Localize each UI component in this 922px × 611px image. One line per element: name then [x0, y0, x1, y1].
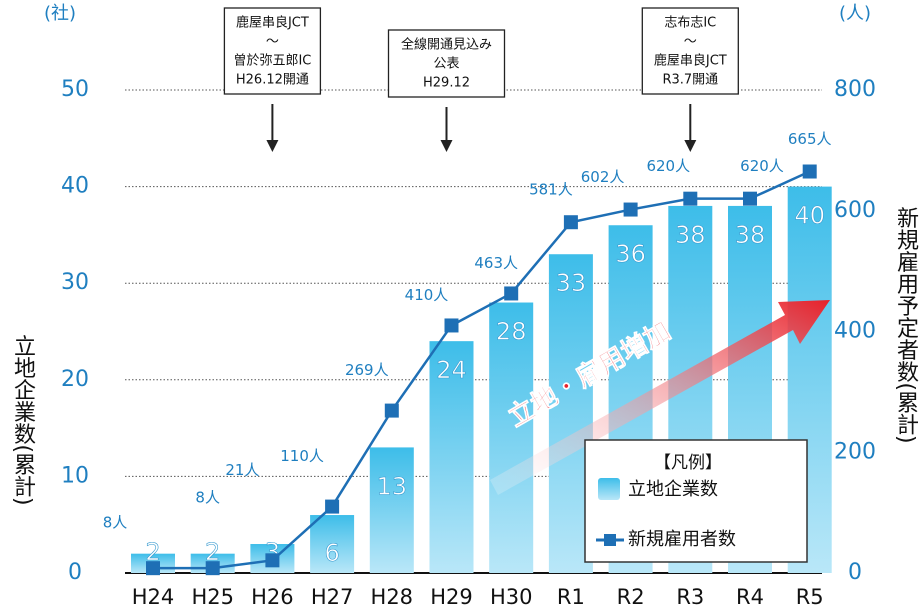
annotation-text: 曽於弥五郎IC: [233, 53, 311, 69]
annotation-arrowhead: [266, 140, 279, 152]
y-tick-label: 40: [61, 174, 89, 199]
bar-label: 2: [145, 538, 160, 566]
y2-tick-label: 0: [848, 560, 862, 585]
y2-axis-label: 新規雇用予定者数(累計): [893, 206, 919, 443]
line-value-label: 410人: [405, 286, 449, 304]
y-axis-label: 立地企業数(累計): [10, 334, 36, 505]
annotation-box: [641, 7, 739, 95]
legend-marker-swatch: [604, 534, 616, 546]
line-value-label: 8人: [103, 514, 128, 532]
annotation-text: ～: [684, 35, 697, 50]
x-tick-label: H25: [191, 585, 234, 609]
annotation-text: 公表: [433, 57, 459, 72]
y-tick-label: 10: [61, 463, 89, 488]
line-marker: [683, 191, 698, 206]
line-marker: [146, 561, 160, 576]
bar: [369, 447, 414, 573]
line-value-label: 21人: [225, 461, 259, 479]
annotation-text: 志布志IC: [664, 16, 716, 31]
line-value-label: 665人: [788, 130, 832, 148]
annotation-text: R3.7開通: [662, 73, 718, 88]
x-tick-label: R4: [736, 585, 764, 609]
x-tick-label: R2: [617, 585, 645, 609]
line-marker: [563, 215, 578, 230]
x-tick-label: H28: [371, 585, 414, 609]
y2-tick-label: 200: [834, 439, 876, 464]
trend-arrow: [490, 300, 830, 495]
annotation-text: H29.12: [423, 76, 470, 91]
annotation-arrowhead: [684, 140, 697, 152]
line-marker: [325, 499, 340, 514]
bar: [310, 515, 355, 573]
annotation-text: H26.12開通: [236, 73, 309, 88]
line-marker: [743, 191, 757, 206]
bar-label: 33: [556, 269, 587, 297]
bar-label: 13: [377, 472, 408, 500]
line-value-label: 463人: [474, 254, 518, 272]
x-tick-label: R1: [557, 585, 585, 609]
line-value-label: 620人: [646, 157, 690, 175]
bar-label: 2: [205, 538, 220, 566]
line-marker: [384, 403, 399, 418]
x-tick-label: R5: [796, 585, 824, 609]
x-tick-label: R3: [676, 585, 704, 609]
bar-label: 36: [615, 240, 646, 268]
line-value-label: 620人: [740, 157, 784, 175]
legend-title: 【凡例】: [654, 453, 722, 473]
bar-label: 38: [675, 221, 706, 249]
y-tick-label: 20: [61, 367, 89, 392]
x-tick-label: H24: [132, 585, 175, 609]
bar: [489, 302, 534, 573]
line-value-label: 602人: [581, 168, 625, 186]
y2-tick-label: 800: [834, 77, 876, 102]
line-marker: [444, 318, 459, 333]
line-marker: [504, 286, 519, 301]
x-tick-label: H30: [490, 585, 533, 609]
line-value-label: 110人: [280, 447, 324, 465]
x-tick-label: H26: [251, 585, 294, 609]
bar-label: 38: [735, 221, 766, 249]
bar: [429, 341, 474, 573]
legend: [584, 439, 808, 563]
annotation-box: [387, 29, 506, 98]
y2-tick-label: 600: [834, 198, 876, 223]
line-value-label: 269人: [345, 361, 389, 379]
annotation-text: 全線開通見込み: [401, 37, 492, 53]
y2-unit: (人): [839, 3, 871, 24]
line-marker: [802, 164, 817, 179]
bar-label: 6: [324, 539, 339, 567]
bar-label: 24: [436, 356, 467, 384]
line: [153, 170, 811, 570]
line-value-label: 8人: [195, 489, 220, 507]
legend-entry: 立地企業数: [628, 479, 718, 500]
y2-tick-label: 400: [834, 319, 876, 344]
x-tick-label: H27: [311, 585, 354, 609]
line-marker: [265, 553, 280, 568]
bar-label: 40: [794, 202, 825, 230]
y-tick-label: 30: [61, 270, 89, 295]
y-tick-label: 50: [61, 77, 89, 102]
annotation-box: [223, 7, 322, 95]
annotation-text: 鹿屋串良JCT: [236, 15, 309, 31]
line-value-label: 581人: [529, 181, 573, 199]
annotation-text: 鹿屋串良JCT: [654, 53, 727, 69]
annotation-arrowhead: [440, 140, 453, 152]
line-marker: [623, 202, 638, 217]
legend-entry: 新規雇用者数: [628, 529, 736, 550]
y-unit: (社): [44, 3, 76, 24]
annotation-text: ～: [266, 35, 279, 50]
legend-bar-swatch: [598, 478, 620, 500]
x-tick-label: H29: [430, 585, 473, 609]
bar-label: 28: [496, 318, 527, 346]
line-marker: [205, 561, 220, 576]
y-tick-label: 0: [68, 560, 82, 585]
